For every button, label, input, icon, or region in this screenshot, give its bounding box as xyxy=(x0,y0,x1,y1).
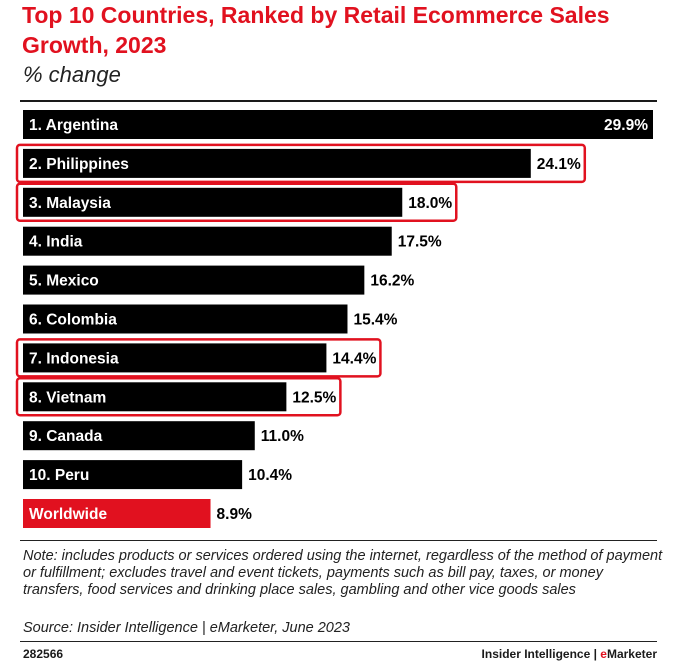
bar-10-peru xyxy=(23,460,243,490)
value-label: 24.1% xyxy=(537,156,581,173)
chart-note: Note: includes products or services orde… xyxy=(23,548,663,598)
value-label: 10.4% xyxy=(248,467,292,484)
category-label: 6. Colombia xyxy=(29,312,117,329)
category-label: 8. Vietnam xyxy=(29,389,106,406)
chart-source: Source: Insider Intelligence | eMarketer… xyxy=(23,620,350,636)
value-label: 11.0% xyxy=(261,428,304,445)
bar-7-indonesia xyxy=(23,343,327,373)
highlight-box xyxy=(15,338,382,378)
chart-subtitle: % change xyxy=(23,62,121,87)
bar-worldwide xyxy=(23,499,211,528)
category-label: 4. India xyxy=(29,234,83,251)
value-label: 15.4% xyxy=(353,312,397,329)
value-label: 17.5% xyxy=(398,234,442,251)
category-label: 10. Peru xyxy=(29,467,89,484)
category-label: 1. Argentina xyxy=(29,117,118,134)
bar-8-vietnam xyxy=(23,382,287,412)
category-label: 7. Indonesia xyxy=(29,350,119,367)
value-label: 12.5% xyxy=(292,389,336,406)
highlight-box xyxy=(15,182,458,223)
brand-e: e xyxy=(600,647,607,661)
value-label: 29.9% xyxy=(604,117,648,134)
bar-1-argentina xyxy=(23,110,653,139)
value-label: 14.4% xyxy=(332,350,376,367)
category-label: 2. Philippines xyxy=(29,156,129,173)
bar-5-mexico xyxy=(23,265,365,295)
value-label: 16.2% xyxy=(370,273,414,290)
highlight-box xyxy=(15,377,342,417)
footer-divider xyxy=(20,641,657,642)
highlight-box xyxy=(15,143,587,184)
category-label: 3. Malaysia xyxy=(29,195,111,212)
bar-9-canada xyxy=(23,421,255,451)
value-label: 18.0% xyxy=(408,195,452,212)
brand-rest: Marketer xyxy=(606,647,657,661)
brand-main: Insider Intelligence | xyxy=(481,647,601,661)
bar-2-philippines xyxy=(23,148,531,178)
bar-3-malaysia xyxy=(23,187,403,217)
category-label: 9. Canada xyxy=(29,428,103,445)
bar-4-india xyxy=(23,226,392,256)
bar-6-colombia xyxy=(23,304,348,334)
chart-title: Top 10 Countries, Ranked by Retail Ecomm… xyxy=(22,2,610,58)
bottom-divider xyxy=(20,540,657,541)
chart-id: 282566 xyxy=(23,647,64,661)
category-label: 5. Mexico xyxy=(29,273,99,290)
category-label: Worldwide xyxy=(29,506,107,523)
top-divider xyxy=(20,100,657,102)
brand-logo: Insider Intelligence | eMarketer xyxy=(482,647,657,661)
value-label: 8.9% xyxy=(217,506,253,523)
